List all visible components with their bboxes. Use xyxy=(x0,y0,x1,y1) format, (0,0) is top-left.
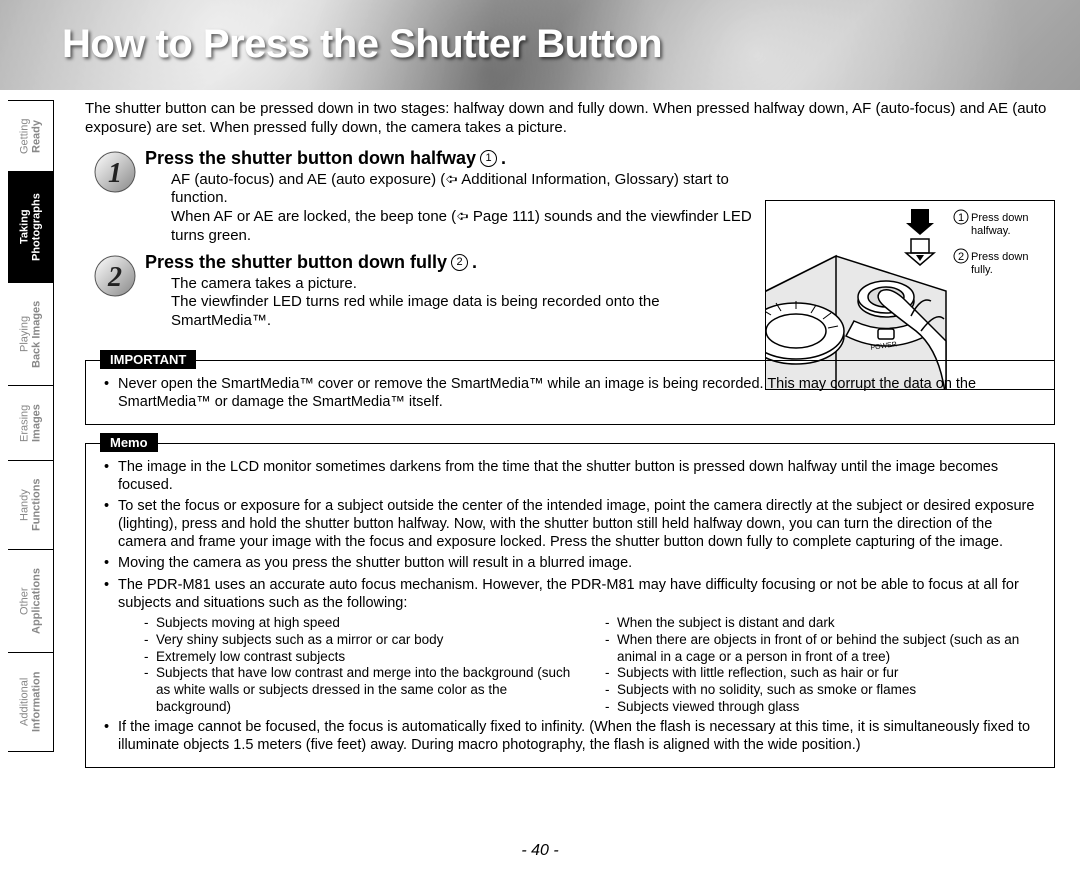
svg-text:Press down: Press down xyxy=(971,212,1028,224)
memo-sub-item: When the subject is distant and dark xyxy=(605,615,1036,632)
important-label: IMPORTANT xyxy=(100,350,196,369)
page-number: - 40 - xyxy=(0,842,1080,860)
svg-text:fully.: fully. xyxy=(971,264,993,276)
page-title: How to Press the Shutter Button xyxy=(62,22,662,67)
step-2-title: Press the shutter button down fully 2. xyxy=(145,252,755,273)
memo-item: The image in the LCD monitor sometimes d… xyxy=(104,458,1036,494)
step-number-1-icon: 1 xyxy=(85,148,145,199)
step-2: 2 Press the shutter button down fully 2.… xyxy=(85,252,755,331)
memo-item: If the image cannot be focused, the focu… xyxy=(104,718,1036,754)
tab-erasing-images[interactable]: ErasingImages xyxy=(8,385,54,461)
memo-item: To set the focus or exposure for a subje… xyxy=(104,497,1036,551)
tab-additional-information[interactable]: AdditionalInformation xyxy=(8,652,54,752)
tab-handy-functions[interactable]: HandyFunctions xyxy=(8,460,54,550)
step-1-title: Press the shutter button down halfway 1. xyxy=(145,148,755,169)
memo-sub-item: Subjects with no solidity, such as smoke… xyxy=(605,682,1036,699)
memo-sub-item: Subjects viewed through glass xyxy=(605,699,1036,716)
important-item: Never open the SmartMedia™ cover or remo… xyxy=(104,375,1036,411)
memo-sub-item: Extremely low contrast subjects xyxy=(144,649,575,666)
circled-1-icon: 1 xyxy=(480,150,497,167)
memo-sub-item: Subjects with little reflection, such as… xyxy=(605,665,1036,682)
intro-text: The shutter button can be pressed down i… xyxy=(85,100,1055,138)
svg-text:2: 2 xyxy=(958,251,964,263)
memo-item: The PDR-M81 uses an accurate auto focus … xyxy=(104,576,1036,612)
step-1: 1 Press the shutter button down halfway … xyxy=(85,148,755,246)
memo-sub-item: Very shiny subjects such as a mirror or … xyxy=(144,632,575,649)
tab-getting-ready[interactable]: GettingReady xyxy=(8,100,54,172)
memo-label: Memo xyxy=(100,433,158,452)
memo-sub-item: Subjects moving at high speed xyxy=(144,615,575,632)
svg-text:Press down: Press down xyxy=(971,251,1028,263)
memo-box: Memo The image in the LCD monitor someti… xyxy=(85,443,1055,769)
svg-text:1: 1 xyxy=(958,212,964,224)
step-1-body: AF (auto-focus) and AE (auto exposure) (… xyxy=(145,171,755,246)
memo-sub-columns: Subjects moving at high speed Very shiny… xyxy=(104,615,1036,716)
tab-taking-photographs[interactable]: TakingPhotographs xyxy=(8,171,54,283)
svg-text:halfway.: halfway. xyxy=(971,225,1011,237)
svg-text:1: 1 xyxy=(108,158,122,189)
memo-sub-item: Subjects that have low contrast and merg… xyxy=(144,665,575,716)
important-box: IMPORTANT Never open the SmartMedia™ cov… xyxy=(85,360,1055,425)
circled-2-icon: 2 xyxy=(451,254,468,271)
step-2-body: The camera takes a picture. The viewfind… xyxy=(145,275,755,331)
svg-text:2: 2 xyxy=(107,262,122,293)
tab-other-applications[interactable]: OtherApplications xyxy=(8,549,54,653)
sidebar-tabs: GettingReady TakingPhotographs PlayingBa… xyxy=(8,100,56,800)
main-content: The shutter button can be pressed down i… xyxy=(85,100,1055,768)
memo-sub-item: When there are objects in front of or be… xyxy=(605,632,1036,666)
tab-playing-back-images[interactable]: PlayingBack Images xyxy=(8,282,54,386)
step-number-2-icon: 2 xyxy=(85,252,145,303)
memo-item: Moving the camera as you press the shutt… xyxy=(104,554,1036,572)
